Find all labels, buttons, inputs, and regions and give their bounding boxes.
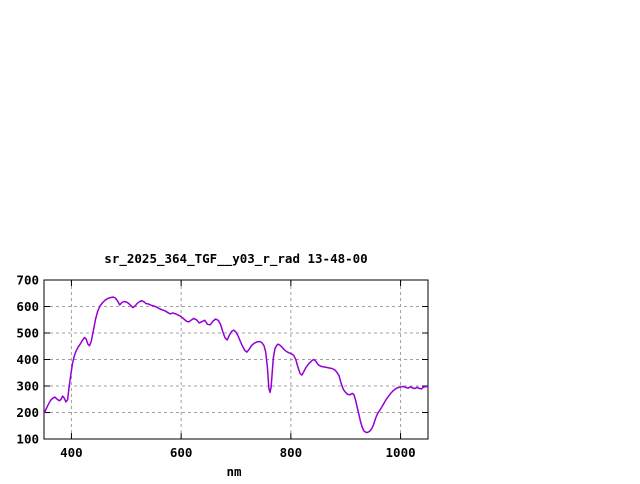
chart-title: sr_2025_364_TGF__y03_r_rad 13-48-00	[104, 251, 367, 267]
spectrum-curve	[43, 296, 429, 434]
x-tick-label: 800	[280, 445, 303, 460]
y-tick-label: 500	[16, 326, 39, 341]
x-tick-label: 1000	[386, 445, 416, 460]
tick-labels: 100 200 300 400 500 600 700 400 600 800 1000	[16, 273, 415, 461]
x-tick-label: 400	[60, 445, 83, 460]
y-tick-label: 100	[16, 432, 39, 447]
y-tick-label: 700	[16, 273, 39, 288]
y-tick-label: 400	[16, 352, 39, 367]
x-tick-label: 600	[170, 445, 193, 460]
y-tick-label: 600	[16, 299, 39, 314]
tick-marks	[44, 279, 428, 440]
y-tick-label: 200	[16, 405, 39, 420]
y-tick-label: 300	[16, 379, 39, 394]
x-axis-label: nm	[226, 464, 242, 479]
